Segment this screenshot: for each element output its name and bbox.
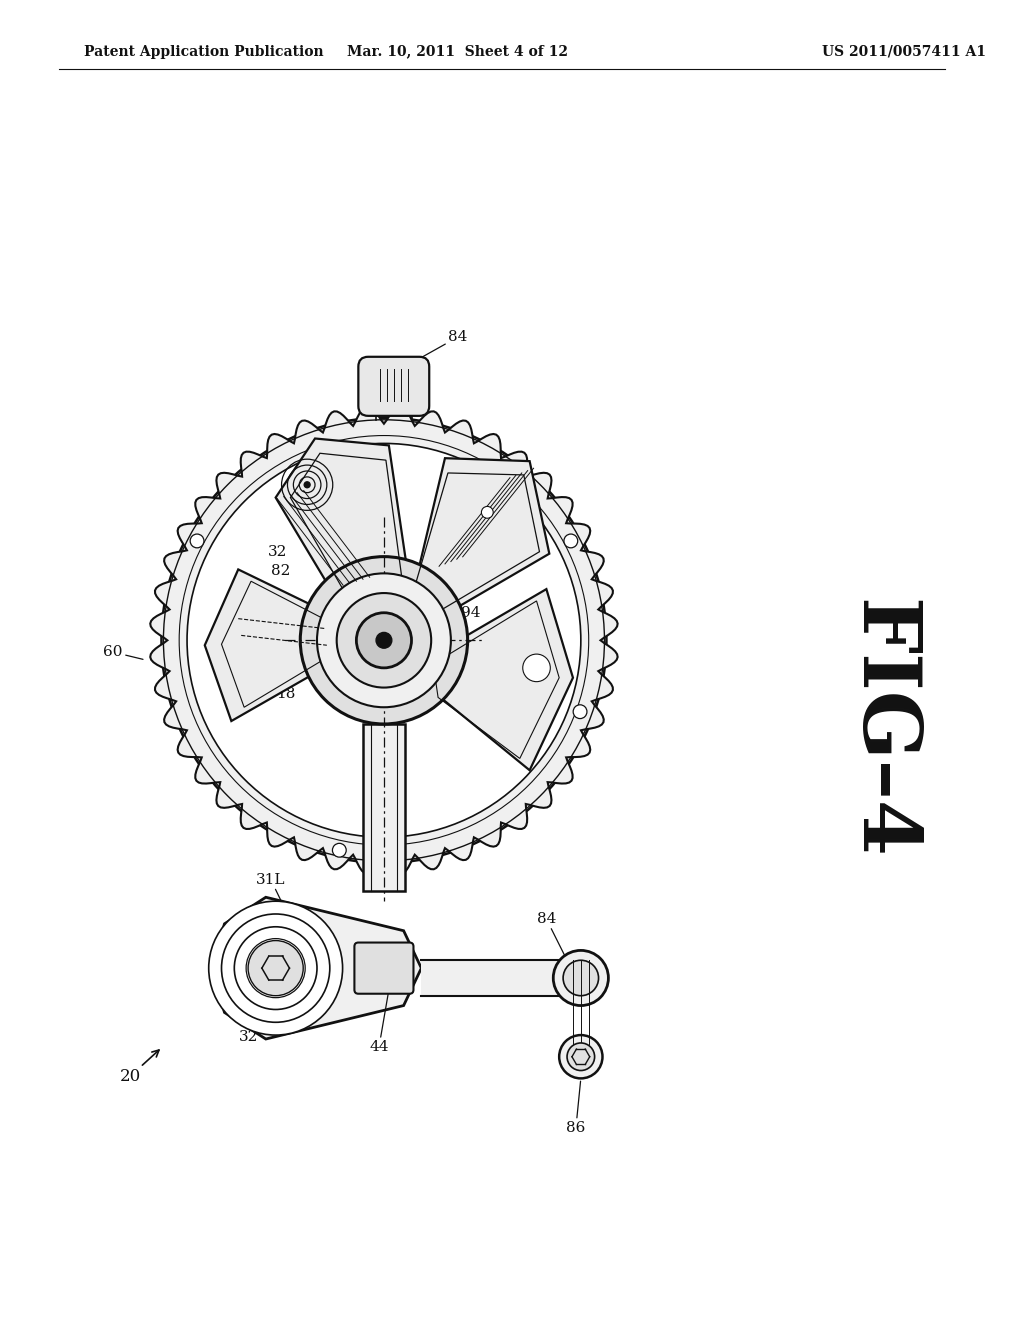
Text: 87: 87 bbox=[316, 622, 334, 635]
Circle shape bbox=[376, 632, 392, 648]
Text: 20: 20 bbox=[120, 1049, 159, 1085]
Text: 31L: 31L bbox=[256, 873, 287, 912]
Circle shape bbox=[356, 612, 412, 668]
Text: 84: 84 bbox=[411, 330, 468, 363]
Circle shape bbox=[300, 557, 468, 723]
Text: 16: 16 bbox=[264, 665, 284, 678]
Polygon shape bbox=[151, 407, 617, 874]
Polygon shape bbox=[212, 898, 421, 1039]
Text: 32: 32 bbox=[239, 1007, 273, 1044]
Circle shape bbox=[337, 593, 431, 688]
Text: 89: 89 bbox=[434, 661, 452, 675]
Polygon shape bbox=[205, 569, 346, 721]
Circle shape bbox=[317, 573, 451, 708]
Text: 60: 60 bbox=[103, 645, 143, 660]
Circle shape bbox=[304, 482, 310, 487]
Circle shape bbox=[162, 418, 606, 863]
Text: 32: 32 bbox=[268, 545, 288, 558]
Polygon shape bbox=[275, 438, 412, 620]
Circle shape bbox=[573, 705, 587, 718]
Circle shape bbox=[559, 1035, 602, 1078]
FancyBboxPatch shape bbox=[364, 723, 404, 891]
Text: Patent Application Publication: Patent Application Publication bbox=[84, 45, 324, 58]
Circle shape bbox=[333, 843, 346, 857]
Text: 31R: 31R bbox=[521, 645, 552, 659]
Circle shape bbox=[522, 655, 550, 681]
Circle shape bbox=[553, 950, 608, 1006]
Circle shape bbox=[209, 902, 343, 1035]
FancyBboxPatch shape bbox=[358, 356, 429, 416]
Circle shape bbox=[187, 444, 581, 837]
Text: 18: 18 bbox=[275, 688, 295, 701]
FancyBboxPatch shape bbox=[354, 942, 414, 994]
Text: FIG–4: FIG–4 bbox=[842, 599, 921, 859]
Text: 84: 84 bbox=[537, 912, 569, 966]
Text: 87: 87 bbox=[456, 688, 473, 701]
Circle shape bbox=[567, 1043, 595, 1071]
Text: Mar. 10, 2011  Sheet 4 of 12: Mar. 10, 2011 Sheet 4 of 12 bbox=[347, 45, 568, 58]
Circle shape bbox=[248, 941, 303, 995]
Text: 44: 44 bbox=[370, 993, 389, 1053]
Polygon shape bbox=[412, 458, 549, 623]
Polygon shape bbox=[428, 589, 573, 771]
Text: 86: 86 bbox=[566, 1081, 586, 1135]
Circle shape bbox=[190, 535, 204, 548]
Text: US 2011/0057411 A1: US 2011/0057411 A1 bbox=[822, 45, 986, 58]
Circle shape bbox=[563, 960, 599, 995]
Circle shape bbox=[564, 535, 578, 548]
Circle shape bbox=[481, 507, 494, 519]
Text: 82: 82 bbox=[271, 565, 290, 578]
Text: 94: 94 bbox=[461, 606, 480, 620]
